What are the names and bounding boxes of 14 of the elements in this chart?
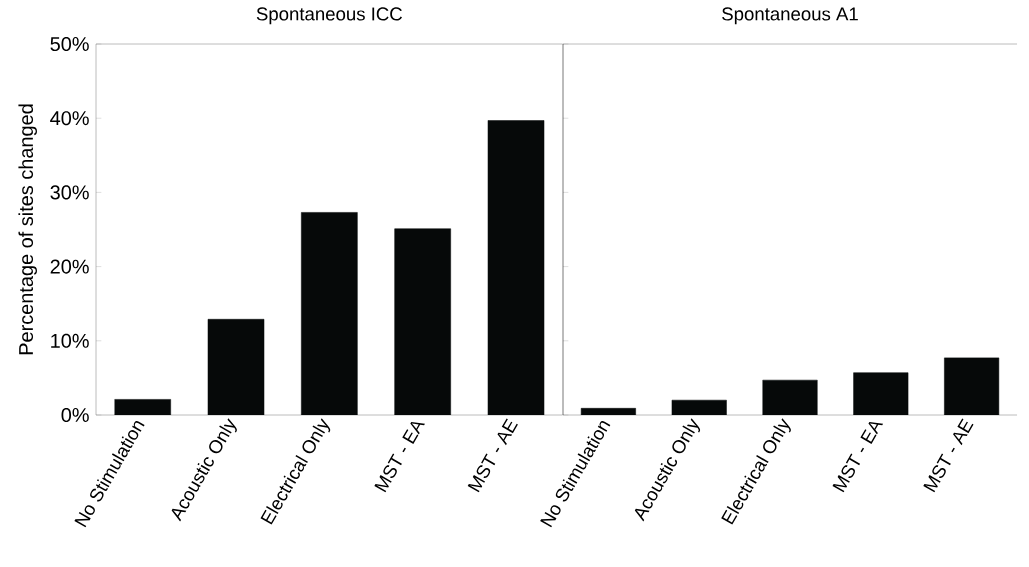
y-tick-label: 50% [50,36,89,52]
y-tick-label: 30% [50,185,89,200]
y-tick-label: 40% [50,111,89,126]
bar [853,372,909,415]
bar [671,399,727,415]
bar [580,408,636,415]
bar [944,357,1000,415]
y-tick-label: 10% [51,333,89,348]
y-axis-title: Percentage of sites changed [18,104,37,355]
chart-title: Spontaneous ICC [256,7,403,25]
y-tick-label: 0% [61,407,89,423]
y-tick-label: 20% [50,259,89,274]
bar [762,379,818,415]
chart-title: Spontaneous A1 [722,7,858,25]
